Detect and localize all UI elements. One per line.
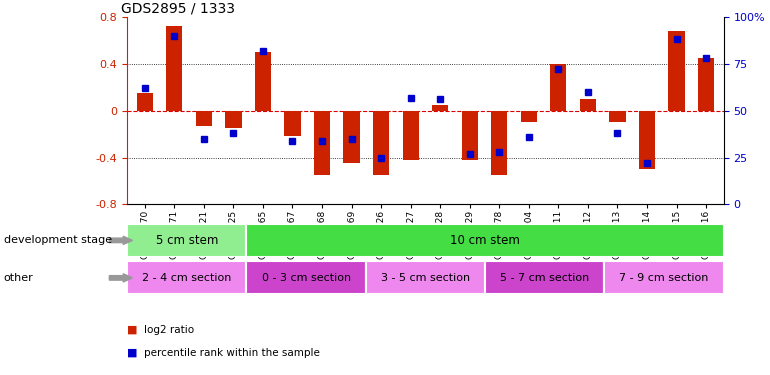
- Bar: [255, 52, 271, 111]
- Bar: [246, 261, 366, 294]
- Bar: [432, 105, 448, 111]
- Bar: [521, 111, 537, 122]
- Text: ■: ■: [127, 325, 138, 335]
- Bar: [639, 111, 655, 169]
- Bar: [403, 111, 419, 160]
- Bar: [551, 64, 567, 111]
- Bar: [196, 111, 212, 126]
- Text: 10 cm stem: 10 cm stem: [450, 234, 520, 247]
- Text: other: other: [4, 273, 34, 283]
- Bar: [343, 111, 360, 164]
- Bar: [246, 224, 724, 257]
- Bar: [668, 31, 685, 111]
- Text: 3 - 5 cm section: 3 - 5 cm section: [381, 273, 470, 283]
- Bar: [461, 111, 478, 160]
- Text: log2 ratio: log2 ratio: [144, 325, 194, 335]
- Text: development stage: development stage: [4, 236, 112, 245]
- Bar: [284, 111, 300, 136]
- Bar: [314, 111, 330, 175]
- Bar: [485, 261, 604, 294]
- Text: ■: ■: [127, 348, 138, 357]
- Bar: [136, 93, 153, 111]
- Bar: [366, 261, 485, 294]
- Text: 2 - 4 cm section: 2 - 4 cm section: [142, 273, 232, 283]
- Text: percentile rank within the sample: percentile rank within the sample: [144, 348, 320, 357]
- Bar: [373, 111, 390, 175]
- Text: 5 cm stem: 5 cm stem: [156, 234, 218, 247]
- Bar: [698, 58, 715, 111]
- Text: 7 - 9 cm section: 7 - 9 cm section: [619, 273, 709, 283]
- Bar: [127, 224, 246, 257]
- Text: 0 - 3 cm section: 0 - 3 cm section: [262, 273, 350, 283]
- Text: GDS2895 / 1333: GDS2895 / 1333: [121, 2, 235, 16]
- Bar: [491, 111, 507, 175]
- Bar: [580, 99, 596, 111]
- Bar: [166, 26, 182, 111]
- Bar: [127, 261, 246, 294]
- Bar: [226, 111, 242, 128]
- Bar: [609, 111, 625, 122]
- Bar: [604, 261, 724, 294]
- Text: 5 - 7 cm section: 5 - 7 cm section: [500, 273, 589, 283]
